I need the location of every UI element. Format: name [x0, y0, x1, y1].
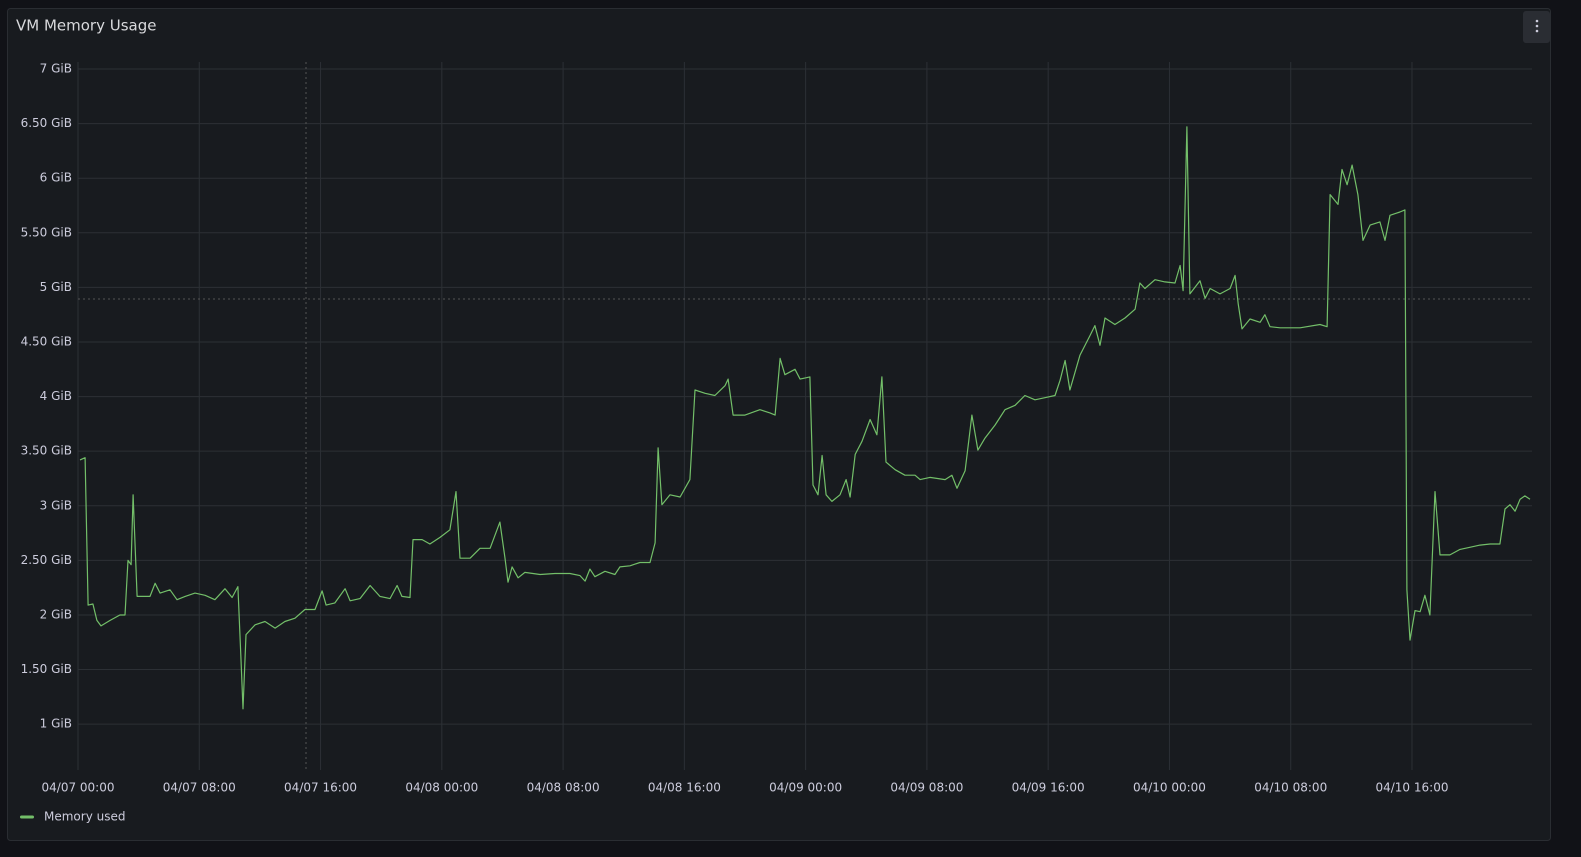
legend: Memory used	[20, 810, 125, 824]
x-tick-label: 04/09 00:00	[769, 781, 842, 795]
x-tick-label: 04/10 00:00	[1133, 781, 1206, 795]
x-tick-label: 04/08 08:00	[527, 781, 600, 795]
y-tick-label: 5.50 GiB	[21, 225, 72, 239]
y-tick-label: 2.50 GiB	[21, 553, 72, 567]
y-tick-label: 1 GiB	[40, 717, 72, 731]
grid: 1 GiB 1.50 GiB 2 GiB 2.50 GiB 3 GiB 3.50 GiB 4…	[21, 62, 1532, 795]
y-tick-label: 6 GiB	[40, 171, 72, 185]
menu-dot	[1535, 29, 1539, 33]
x-tick-label: 04/10 08:00	[1254, 781, 1327, 795]
y-tick-label: 1.50 GiB	[21, 662, 72, 676]
x-tick-label: 04/08 00:00	[405, 781, 478, 795]
y-tick-label: 7 GiB	[40, 62, 72, 76]
legend-swatch	[20, 815, 34, 819]
x-tick-label: 04/07 16:00	[284, 781, 357, 795]
y-tick-label: 4.50 GiB	[21, 334, 72, 348]
panel	[7, 8, 1551, 841]
y-tick-label: 4 GiB	[40, 389, 72, 403]
y-tick-label: 3.50 GiB	[21, 444, 72, 458]
y-tick-label: 2 GiB	[40, 607, 72, 621]
series-line	[79, 126, 1531, 710]
menu-dot	[1535, 19, 1539, 23]
plot-area	[79, 126, 1531, 710]
x-tick-label: 04/08 16:00	[648, 781, 721, 795]
menu-button[interactable]	[1523, 11, 1550, 43]
y-tick-label: 3 GiB	[40, 498, 72, 512]
x-tick-label: 04/09 08:00	[890, 781, 963, 795]
x-tick-label: 04/07 00:00	[42, 781, 115, 795]
x-tick-label: 04/09 16:00	[1012, 781, 1085, 795]
menu-dot	[1535, 24, 1539, 28]
legend-label: Memory used	[44, 810, 125, 824]
x-tick-label: 04/10 16:00	[1375, 781, 1448, 795]
x-tick-label: 04/07 08:00	[163, 781, 236, 795]
chart-title: VM Memory Usage	[16, 17, 156, 35]
y-tick-label: 6.50 GiB	[21, 116, 72, 130]
y-tick-label: 5 GiB	[40, 280, 72, 294]
